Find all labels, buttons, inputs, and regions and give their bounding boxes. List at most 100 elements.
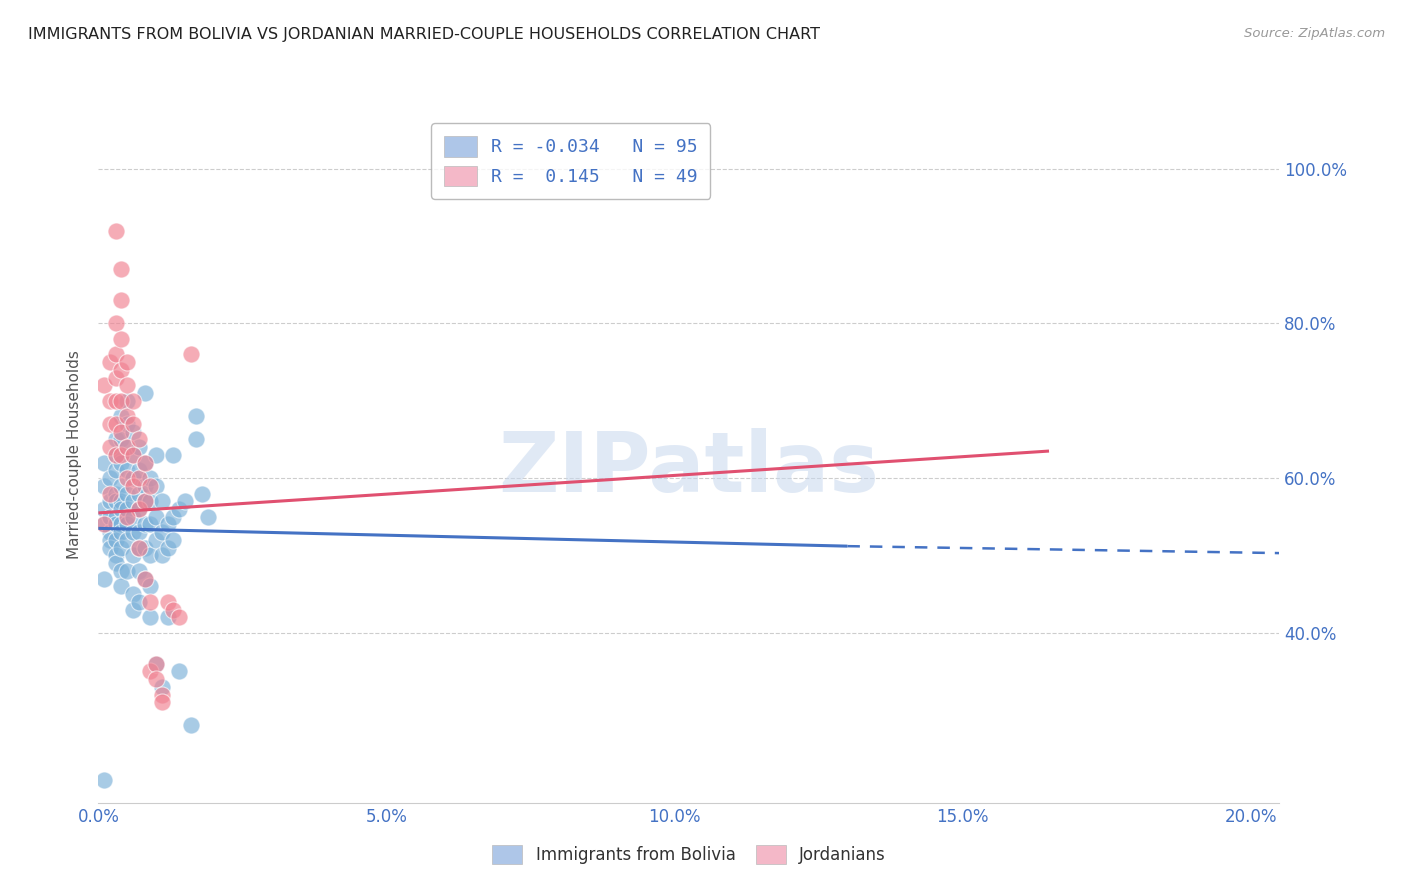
Point [145, 509, 167, 524]
Point [98, 440, 121, 454]
Point [122, 602, 145, 616]
Point [139, 549, 162, 563]
Point [122, 525, 145, 540]
Point [115, 509, 138, 524]
Point [128, 541, 150, 555]
Point [98, 533, 121, 547]
Text: ZIPatlas: ZIPatlas [499, 428, 879, 509]
Point [93, 479, 115, 493]
Point [122, 479, 145, 493]
Point [180, 718, 202, 732]
Point [139, 479, 162, 493]
Point [93, 456, 115, 470]
Point [93, 378, 115, 392]
Point [104, 417, 127, 431]
Point [134, 494, 156, 508]
Point [150, 680, 173, 694]
Point [110, 409, 132, 424]
Point [115, 486, 138, 500]
Point [128, 440, 150, 454]
Point [122, 393, 145, 408]
Point [104, 317, 127, 331]
Point [93, 572, 115, 586]
Point [98, 417, 121, 431]
Point [110, 541, 132, 555]
Point [150, 549, 173, 563]
Point [115, 517, 138, 532]
Point [110, 564, 132, 578]
Point [128, 564, 150, 578]
Point [150, 688, 173, 702]
Point [115, 502, 138, 516]
Point [110, 502, 132, 516]
Point [115, 393, 138, 408]
Point [104, 224, 127, 238]
Point [122, 549, 145, 563]
Point [110, 332, 132, 346]
Point [145, 672, 167, 686]
Point [162, 602, 184, 616]
Point [104, 393, 127, 408]
Point [104, 517, 127, 532]
Point [128, 541, 150, 555]
Point [139, 579, 162, 593]
Point [156, 595, 179, 609]
Point [98, 525, 121, 540]
Point [115, 409, 138, 424]
Point [104, 556, 127, 570]
Point [134, 572, 156, 586]
Point [104, 370, 127, 384]
Point [98, 355, 121, 369]
Point [110, 494, 132, 508]
Point [93, 502, 115, 516]
Point [128, 486, 150, 500]
Point [122, 494, 145, 508]
Point [150, 695, 173, 709]
Point [98, 471, 121, 485]
Point [145, 448, 167, 462]
Point [139, 494, 162, 508]
Point [98, 393, 121, 408]
Point [122, 587, 145, 601]
Point [134, 456, 156, 470]
Point [122, 448, 145, 462]
Point [156, 610, 179, 624]
Point [134, 494, 156, 508]
Point [104, 494, 127, 508]
Point [104, 549, 127, 563]
Point [104, 486, 127, 500]
Point [115, 463, 138, 477]
Point [128, 502, 150, 516]
Point [110, 579, 132, 593]
Point [122, 471, 145, 485]
Point [115, 440, 138, 454]
Point [150, 494, 173, 508]
Point [115, 378, 138, 392]
Point [162, 533, 184, 547]
Point [156, 517, 179, 532]
Point [173, 494, 195, 508]
Point [128, 471, 150, 485]
Point [110, 517, 132, 532]
Point [191, 486, 214, 500]
Point [139, 471, 162, 485]
Point [122, 509, 145, 524]
Point [110, 525, 132, 540]
Point [104, 509, 127, 524]
Point [162, 509, 184, 524]
Point [145, 533, 167, 547]
Point [98, 509, 121, 524]
Point [110, 479, 132, 493]
Point [162, 448, 184, 462]
Point [128, 463, 150, 477]
Point [128, 525, 150, 540]
Point [122, 417, 145, 431]
Point [139, 665, 162, 679]
Point [104, 463, 127, 477]
Point [104, 448, 127, 462]
Point [104, 533, 127, 547]
Point [115, 417, 138, 431]
Point [128, 502, 150, 516]
Point [186, 409, 208, 424]
Point [115, 564, 138, 578]
